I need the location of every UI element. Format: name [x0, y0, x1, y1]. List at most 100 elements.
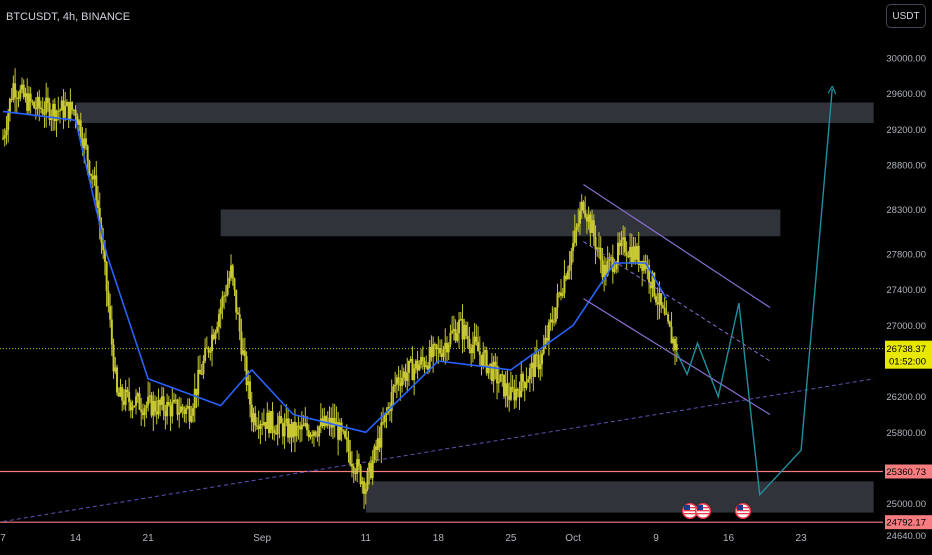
candle-body — [337, 422, 340, 440]
candle-body — [461, 318, 464, 340]
projection-path[interactable] — [676, 89, 833, 497]
candle-body — [245, 356, 248, 386]
candle-body — [131, 406, 134, 411]
candle-body — [67, 101, 70, 120]
candle-body — [247, 381, 250, 386]
us-flag-icon[interactable] — [735, 503, 751, 519]
candle-body — [290, 423, 293, 438]
candle-body — [41, 109, 44, 115]
candle-body — [554, 307, 557, 322]
candle-body — [223, 295, 226, 297]
candle-body — [477, 342, 480, 352]
candle-body — [464, 324, 467, 336]
candle-body — [406, 372, 409, 381]
candle-body — [482, 352, 485, 367]
candle-body — [266, 412, 269, 429]
time-tick-label: Sep — [253, 533, 271, 544]
candle-body — [200, 373, 203, 375]
countdown-label: 01:52:00 — [889, 357, 926, 368]
candle-body — [83, 138, 86, 149]
candle-body — [361, 481, 364, 485]
candle-body — [121, 387, 124, 401]
us-flag-icon[interactable] — [695, 503, 711, 519]
candle-body — [195, 388, 198, 395]
price-tick-label: 27000.00 — [886, 321, 926, 332]
candle-body — [572, 243, 575, 251]
candle-body — [124, 389, 127, 405]
candle-body — [78, 120, 81, 125]
candle-body — [425, 365, 428, 368]
candle-body — [254, 413, 257, 426]
moving-average-line[interactable] — [2, 110, 668, 434]
candle-body — [302, 424, 305, 426]
candle-body — [338, 422, 341, 440]
resistance-zone[interactable] — [75, 102, 874, 124]
candle-body — [250, 404, 253, 423]
channel-median-line[interactable] — [583, 241, 771, 362]
candle-body — [174, 399, 177, 401]
candle-body — [582, 201, 585, 211]
candle-body — [502, 374, 505, 397]
candle-body — [316, 434, 319, 437]
candle-body — [565, 275, 568, 279]
candle-body — [494, 361, 497, 366]
candle-body — [197, 369, 200, 395]
candle-body — [439, 347, 442, 354]
candle-body — [71, 101, 74, 110]
candle-body — [214, 331, 217, 339]
resistance-zone[interactable] — [220, 209, 781, 237]
candle-body — [148, 395, 151, 397]
candle-body — [426, 365, 429, 370]
candle-body — [40, 107, 43, 110]
candle-body — [556, 293, 559, 308]
currency-button[interactable]: USDT — [886, 4, 926, 28]
us-flag-icon[interactable] — [682, 503, 698, 519]
candle-body — [60, 100, 63, 111]
candle-body — [140, 409, 143, 413]
price-axis-bg[interactable] — [883, 0, 932, 550]
candle-body — [421, 357, 424, 362]
candle-body — [300, 424, 303, 430]
time-tick-label: 7 — [0, 533, 6, 544]
candle-body — [345, 437, 348, 440]
candle-body — [185, 408, 188, 414]
ascending-trendline[interactable] — [2, 378, 874, 522]
candle-body — [27, 93, 30, 111]
candle-body — [508, 395, 511, 400]
channel-upper-line[interactable] — [583, 184, 771, 309]
candle-body — [632, 246, 635, 263]
candle-body — [29, 93, 32, 102]
price-tick-label: 26200.00 — [886, 392, 926, 403]
candle-body — [231, 265, 234, 279]
support-level-label: 25360.73 — [886, 467, 926, 478]
candle-body — [3, 135, 6, 139]
channel-lower-line[interactable] — [583, 298, 771, 416]
candle-body — [69, 101, 72, 120]
candle-body — [236, 312, 239, 315]
candle-body — [249, 381, 252, 405]
time-axis-bg[interactable] — [0, 528, 883, 550]
candle-body — [675, 343, 678, 351]
candle-body — [91, 175, 94, 180]
candle-body — [470, 347, 473, 354]
candle-body — [183, 410, 186, 414]
candle-body — [573, 230, 576, 244]
candle-body — [293, 421, 296, 437]
candle-body — [577, 223, 580, 227]
candle-body — [38, 96, 41, 108]
candle-body — [409, 358, 412, 362]
price-tick-label: 28800.00 — [886, 160, 926, 171]
candle-body — [359, 465, 362, 485]
candle-body — [24, 93, 27, 97]
support-zone[interactable] — [365, 481, 874, 513]
candle-body — [478, 351, 481, 355]
candle-body — [518, 390, 521, 397]
candle-body — [463, 324, 466, 340]
candle-body — [420, 357, 423, 365]
candle-body — [79, 120, 82, 140]
candle-body — [273, 429, 276, 433]
candle-body — [445, 342, 448, 353]
candle-body — [235, 289, 238, 313]
